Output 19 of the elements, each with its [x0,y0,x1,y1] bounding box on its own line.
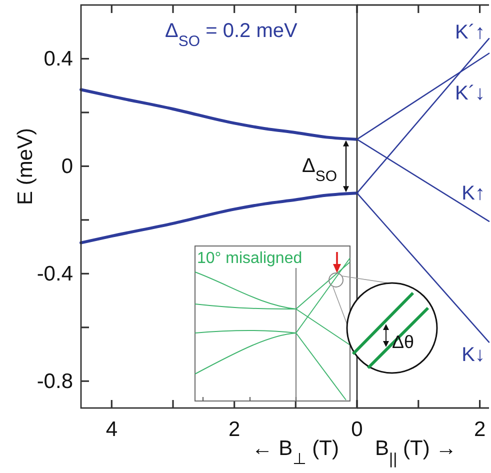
x-tick-label: 2 [228,418,240,441]
x-axis-title: B$_{||}$ (T) → [375,437,457,468]
y-tick-label: -0.8 [36,370,73,394]
annotation: Δ$_{SO}$ [302,155,337,185]
annotation: Δ$_{SO}$ = 0.2 meV [165,20,298,50]
x-tick-label: 4 [106,418,118,441]
series-label: K↑ [462,182,485,204]
series-label: K´↓ [455,82,485,104]
annotation: Δθ [392,332,414,352]
x-tick-label: 0 [351,418,363,441]
x-tick-label: 2 [474,418,486,441]
annotation: 10° misaligned [197,250,302,267]
series-label: K´↑ [455,22,485,44]
x-axis-title: ← B$_{⊥}$ (T) [252,437,339,468]
y-axis-title: E (meV) [14,128,37,206]
y-tick-label: -0.4 [36,262,74,286]
series-label: K↓ [462,344,485,366]
y-tick-label: 0.4 [44,48,74,71]
y-tick-label: 0 [61,155,73,178]
